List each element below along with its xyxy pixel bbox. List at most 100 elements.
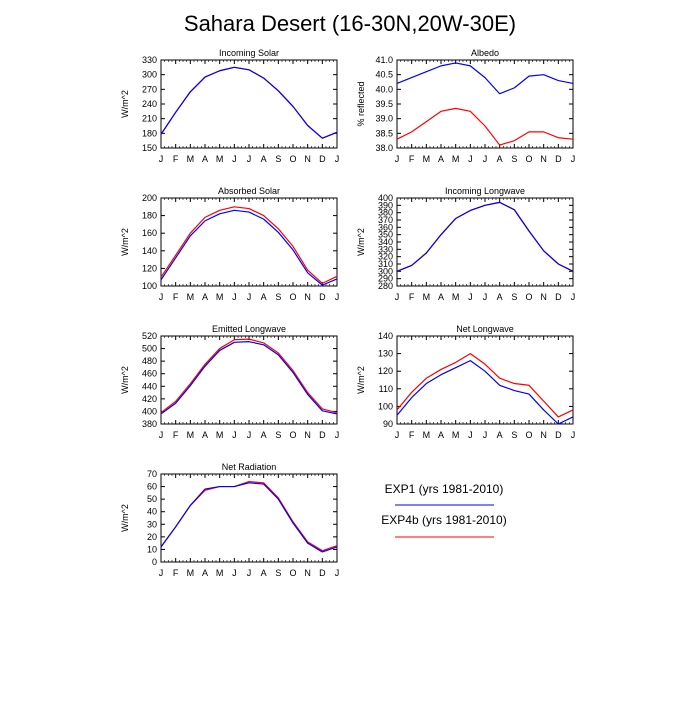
- net-radiation-ytick-label: 50: [147, 494, 157, 504]
- emitted-longwave-xtick-label: O: [289, 430, 296, 440]
- absorbed-solar-xtick-label: J: [159, 292, 164, 302]
- albedo-ytick-label: 38.0: [375, 143, 393, 153]
- net-radiation-ytick-label: 30: [147, 519, 157, 529]
- net-radiation-xtick-label: S: [275, 568, 281, 578]
- albedo-xtick-label: O: [525, 154, 532, 164]
- net-radiation-xtick-label: J: [232, 568, 237, 578]
- incoming-longwave-ytick-label: 390: [378, 200, 393, 210]
- incoming-longwave-xtick-label: D: [555, 292, 562, 302]
- absorbed-solar-xtick-label: J: [335, 292, 340, 302]
- incoming-longwave-xtick-label: J: [483, 292, 488, 302]
- incoming-solar-xtick-label: J: [232, 154, 237, 164]
- net-longwave-series-exp1-line: [396, 360, 574, 425]
- incoming-longwave-xtick-label: A: [497, 292, 503, 302]
- incoming-solar-xtick-label: M: [216, 154, 224, 164]
- net-longwave-ytick-label: 120: [378, 366, 393, 376]
- absorbed-solar-series-exp1-line: [160, 209, 338, 286]
- incoming-longwave-xtick-label: J: [571, 292, 576, 302]
- net-radiation-xtick-label: A: [261, 568, 267, 578]
- incoming-longwave-ytick-label: 280: [378, 281, 393, 291]
- emitted-longwave-ytick-label: 400: [142, 406, 157, 416]
- incoming-solar-xtick-label: M: [187, 154, 195, 164]
- incoming-solar-ytick-label: 240: [142, 99, 157, 109]
- net-radiation-xtick-label: J: [159, 568, 164, 578]
- incoming-solar-ytick-label: 210: [142, 114, 157, 124]
- absorbed-solar-xtick-label: M: [216, 292, 224, 302]
- emitted-longwave-ytick-label: 500: [142, 344, 157, 354]
- albedo-ytick-label: 40.0: [375, 84, 393, 94]
- net-radiation-ytick-label: 70: [147, 469, 157, 479]
- absorbed-solar-xtick-label: N: [304, 292, 311, 302]
- incoming-solar-ytick-label: 180: [142, 128, 157, 138]
- net-longwave-ytick-label: 90: [383, 419, 393, 429]
- net-longwave-xtick-label: N: [540, 430, 547, 440]
- incoming-solar-xtick-label: D: [319, 154, 326, 164]
- albedo-title: Albedo: [471, 48, 499, 58]
- incoming-solar-ytick-label: 330: [142, 55, 157, 65]
- absorbed-solar-ylabel: W/m^2: [120, 228, 130, 256]
- incoming-solar-ytick-label: 270: [142, 84, 157, 94]
- absorbed-solar-ytick-label: 120: [142, 263, 157, 273]
- incoming-longwave-xtick-label: J: [395, 292, 400, 302]
- incoming-solar-xtick-label: S: [275, 154, 281, 164]
- incoming-longwave-xtick-label: M: [452, 292, 460, 302]
- emitted-longwave-xtick-label: M: [216, 430, 224, 440]
- absorbed-solar-xtick-label: O: [289, 292, 296, 302]
- incoming-longwave-xtick-label: F: [409, 292, 415, 302]
- absorbed-solar-title: Absorbed Solar: [218, 186, 280, 196]
- incoming-longwave-xtick-label: S: [511, 292, 517, 302]
- net-longwave-xtick-label: S: [511, 430, 517, 440]
- incoming-longwave-ytick-label: 330: [378, 244, 393, 254]
- albedo-xtick-label: F: [409, 154, 415, 164]
- albedo-xtick-label: J: [571, 154, 576, 164]
- emitted-longwave-ytick-label: 420: [142, 394, 157, 404]
- incoming-longwave-ytick-label: 300: [378, 266, 393, 276]
- net-radiation-ylabel: W/m^2: [120, 504, 130, 532]
- incoming-longwave-ytick-label: 290: [378, 274, 393, 284]
- incoming-solar-xtick-label: J: [159, 154, 164, 164]
- emitted-longwave-xtick-label: A: [202, 430, 208, 440]
- emitted-longwave-ytick-label: 380: [142, 419, 157, 429]
- albedo-ytick-label: 40.5: [375, 70, 393, 80]
- net-longwave-xtick-label: A: [497, 430, 503, 440]
- absorbed-solar-xtick-label: A: [202, 292, 208, 302]
- albedo-ylabel: % reflected: [356, 81, 366, 126]
- incoming-solar-series-exp1-line: [160, 66, 338, 139]
- incoming-longwave-xtick-label: A: [438, 292, 444, 302]
- net-radiation-ytick-label: 20: [147, 532, 157, 542]
- net-radiation-ytick-label: 40: [147, 507, 157, 517]
- incoming-longwave-ytick-label: 320: [378, 252, 393, 262]
- net-longwave-xtick-label: J: [468, 430, 473, 440]
- incoming-solar-xtick-label: O: [289, 154, 296, 164]
- emitted-longwave-ytick-label: 440: [142, 381, 157, 391]
- net-radiation-xtick-label: M: [187, 568, 195, 578]
- emitted-longwave-xtick-label: J: [247, 430, 252, 440]
- emitted-longwave-xtick-label: N: [304, 430, 311, 440]
- net-longwave-xtick-label: M: [452, 430, 460, 440]
- absorbed-solar-ytick-label: 100: [142, 281, 157, 291]
- emitted-longwave-ytick-label: 460: [142, 369, 157, 379]
- emitted-longwave-xtick-label: F: [173, 430, 179, 440]
- absorbed-solar-xtick-label: J: [247, 292, 252, 302]
- net-radiation-ytick-label: 60: [147, 482, 157, 492]
- net-longwave-xtick-label: J: [395, 430, 400, 440]
- net-radiation-xtick-label: F: [173, 568, 179, 578]
- net-radiation-ytick-label: 10: [147, 544, 157, 554]
- net-longwave-xtick-label: J: [571, 430, 576, 440]
- emitted-longwave-series-exp1-line: [160, 341, 338, 415]
- net-radiation-series-exp1-line: [160, 482, 338, 553]
- absorbed-solar-xtick-label: D: [319, 292, 326, 302]
- incoming-solar-xtick-label: F: [173, 154, 179, 164]
- albedo-xtick-label: N: [540, 154, 547, 164]
- net-radiation-xtick-label: O: [289, 568, 296, 578]
- albedo-xtick-label: J: [395, 154, 400, 164]
- incoming-longwave-xtick-label: O: [525, 292, 532, 302]
- incoming-longwave-ytick-label: 400: [378, 193, 393, 203]
- net-longwave-ytick-label: 130: [378, 349, 393, 359]
- incoming-longwave-ytick-label: 340: [378, 237, 393, 247]
- incoming-longwave-ytick-label: 310: [378, 259, 393, 269]
